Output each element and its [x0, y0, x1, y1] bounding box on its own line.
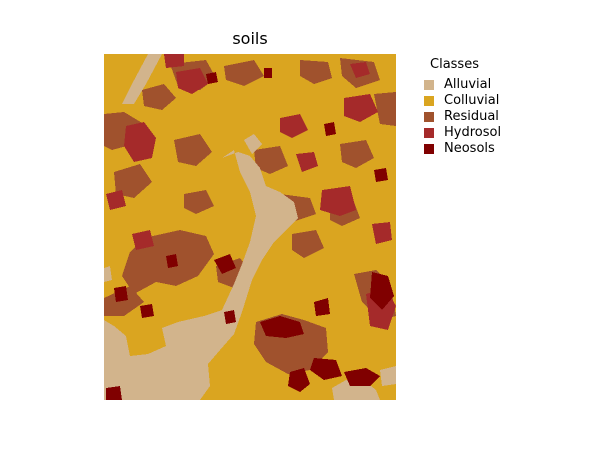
legend-item-colluvial: Colluvial [424, 93, 501, 109]
legend-label-alluvial: Alluvial [444, 77, 492, 92]
map-title: soils [232, 29, 268, 48]
hydrosol-regions [106, 54, 396, 330]
legend-item-residual: Residual [424, 109, 501, 125]
legend-label-residual: Residual [444, 109, 499, 124]
legend-swatch-hydrosol [424, 128, 434, 138]
legend-label-colluvial: Colluvial [444, 93, 500, 108]
legend-item-hydrosol: Hydrosol [424, 125, 501, 141]
legend-swatch-neosols [424, 144, 434, 154]
legend-swatch-colluvial [424, 96, 434, 106]
legend-label-hydrosol: Hydrosol [444, 125, 502, 140]
legend-swatch-alluvial [424, 80, 434, 90]
legend-item-alluvial: Alluvial [424, 77, 501, 93]
legend: Classes Alluvial Colluvial Residual Hydr… [424, 57, 501, 157]
soil-classification-map [104, 54, 396, 400]
legend-item-neosols: Neosols [424, 141, 501, 157]
legend-label-neosols: Neosols [444, 141, 495, 156]
legend-swatch-residual [424, 112, 434, 122]
neosols-regions [106, 68, 394, 400]
legend-title: Classes [430, 57, 479, 72]
